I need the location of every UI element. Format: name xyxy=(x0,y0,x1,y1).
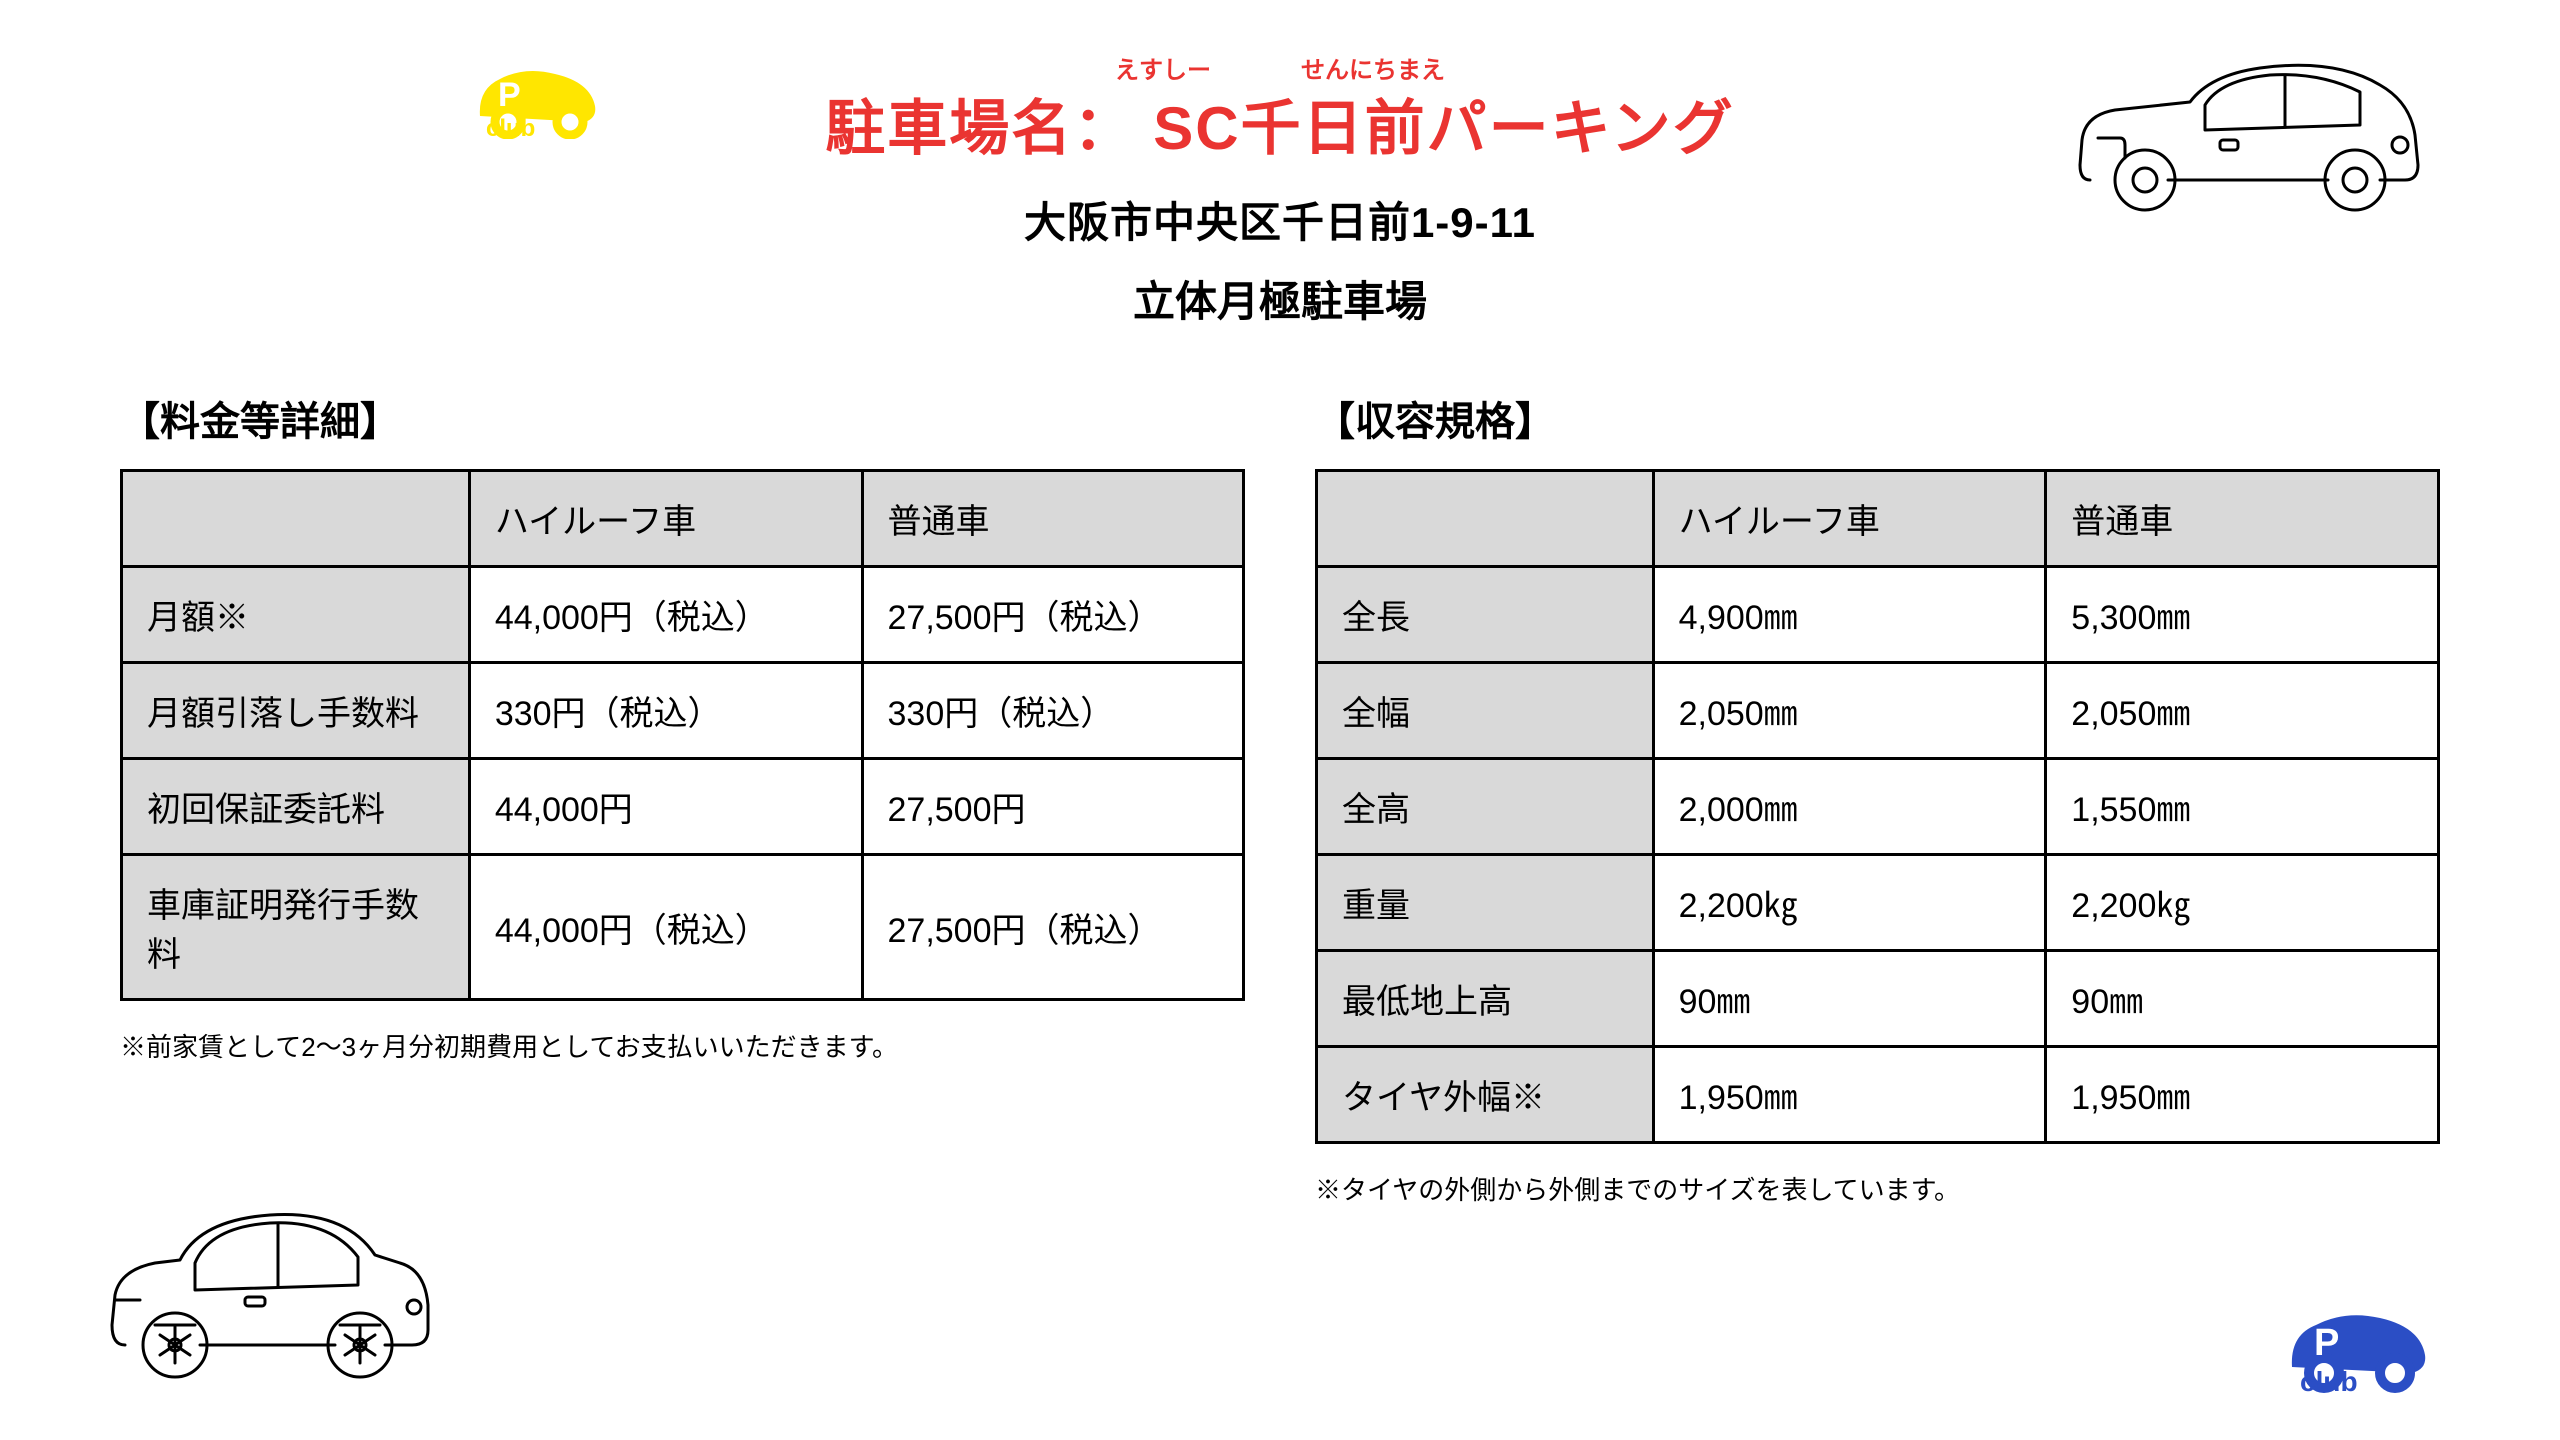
parking-name: SC千日前パーキング xyxy=(1153,80,1735,167)
pricing-note: ※前家賃として2～3ヶ月分初期費用としてお支払いいただきます。 xyxy=(120,1027,1245,1064)
table-row: 全長4,900㎜5,300㎜ xyxy=(1317,567,2439,663)
page-header: えすしー せんにちまえ 駐車場名： SC千日前パーキング 大阪市中央区千日前1-… xyxy=(120,50,2440,329)
table-row: 月額※44,000円（税込）27,500円（税込） xyxy=(122,567,1244,663)
table-row: 初回保証委託料44,000円27,500円 xyxy=(122,759,1244,855)
svg-text:P: P xyxy=(2314,1322,2339,1364)
pricing-section-title: 【料金等詳細】 xyxy=(120,389,1245,447)
col-highroof: ハイルーフ車 xyxy=(469,471,862,567)
pclub-logo-blue-icon: P club xyxy=(2270,1285,2440,1400)
car-lineart-bottom-icon xyxy=(100,1185,440,1400)
table-row: ハイルーフ車 普通車 xyxy=(1317,471,2439,567)
parking-type: 立体月極駐車場 xyxy=(120,268,2440,329)
pricing-table: ハイルーフ車 普通車 月額※44,000円（税込）27,500円（税込） 月額引… xyxy=(120,469,1245,1001)
spec-section-title: 【収容規格】 xyxy=(1315,389,2440,447)
content-columns: 【料金等詳細】 ハイルーフ車 普通車 月額※44,000円（税込）27,500円… xyxy=(120,389,2440,1207)
table-row: 月額引落し手数料330円（税込）330円（税込） xyxy=(122,663,1244,759)
spec-column: 【収容規格】 ハイルーフ車 普通車 全長4,900㎜5,300㎜ 全幅2,050… xyxy=(1315,389,2440,1207)
col-normal: 普通車 xyxy=(862,471,1244,567)
title-label: 駐車場名： xyxy=(825,80,1135,167)
table-row: 車庫証明発行手数料44,000円（税込）27,500円（税込） xyxy=(122,855,1244,1000)
spec-table: ハイルーフ車 普通車 全長4,900㎜5,300㎜ 全幅2,050㎜2,050㎜… xyxy=(1315,469,2440,1144)
table-row: 全高2,000㎜1,550㎜ xyxy=(1317,759,2439,855)
col-blank xyxy=(122,471,470,567)
table-row: ハイルーフ車 普通車 xyxy=(122,471,1244,567)
spec-note: ※タイヤの外側から外側までのサイズを表しています。 xyxy=(1315,1170,2440,1207)
pricing-column: 【料金等詳細】 ハイルーフ車 普通車 月額※44,000円（税込）27,500円… xyxy=(120,389,1245,1207)
parking-address: 大阪市中央区千日前1-9-11 xyxy=(120,189,2440,250)
table-row: 全幅2,050㎜2,050㎜ xyxy=(1317,663,2439,759)
table-row: タイヤ外幅※1,950㎜1,950㎜ xyxy=(1317,1047,2439,1143)
table-row: 最低地上高90㎜90㎜ xyxy=(1317,951,2439,1047)
svg-text:club: club xyxy=(2300,1366,2358,1395)
table-row: 重量2,200㎏2,200㎏ xyxy=(1317,855,2439,951)
